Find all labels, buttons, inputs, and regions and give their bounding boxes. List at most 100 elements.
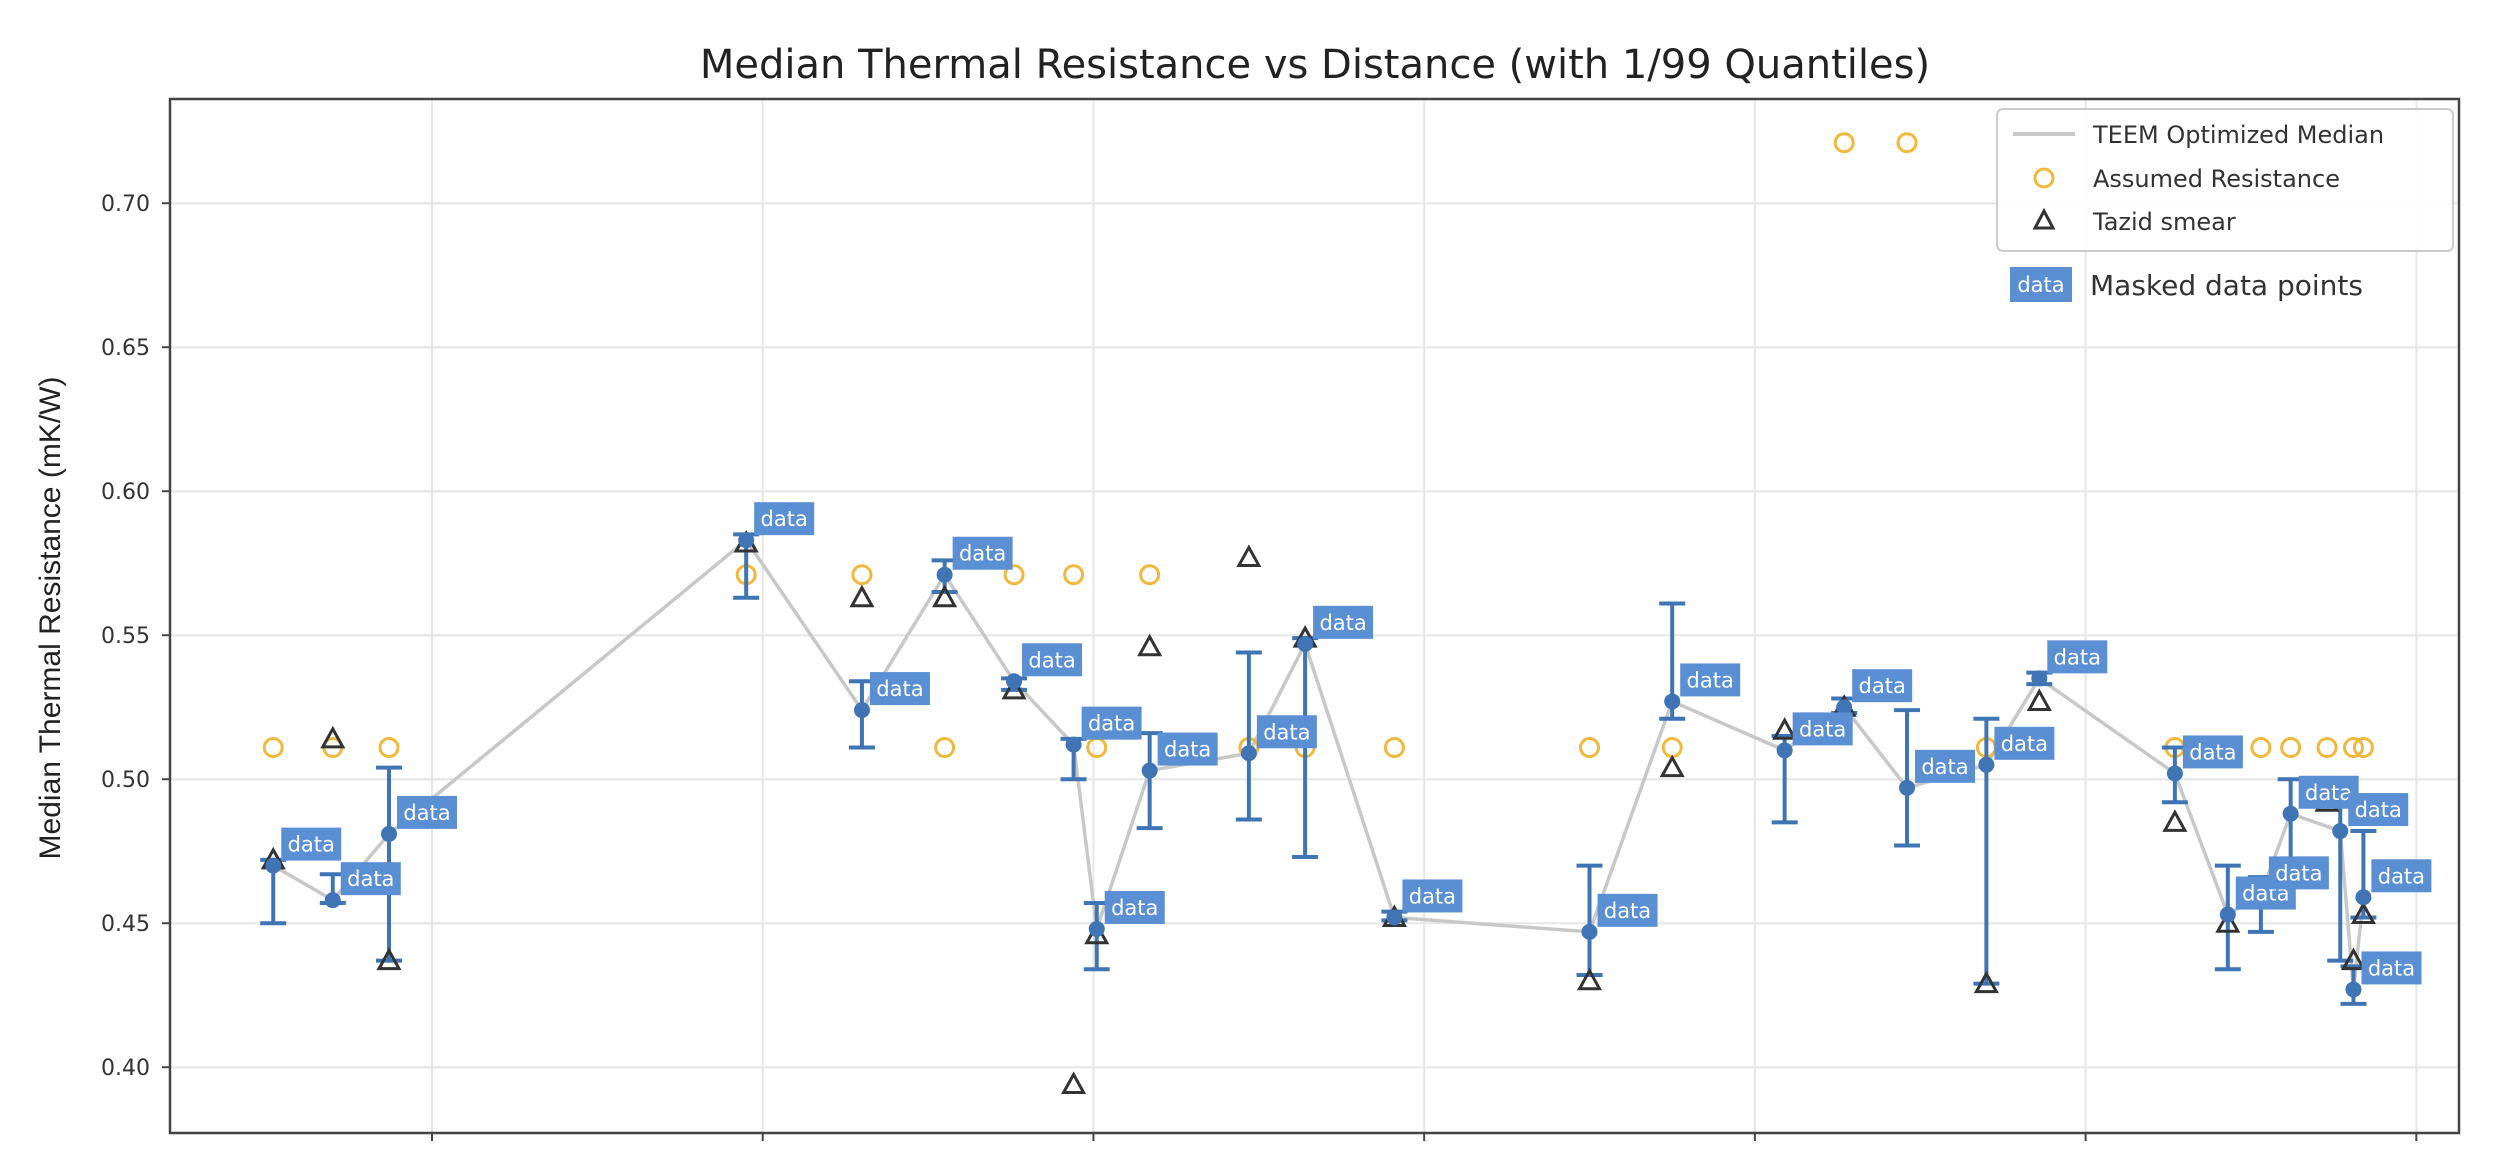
masked-data-label: data xyxy=(1799,717,1846,741)
masked-data-label: data xyxy=(1263,720,1310,744)
median-point xyxy=(2282,805,2299,822)
assumed-resistance-point xyxy=(1086,737,1108,759)
tazid-smear-point xyxy=(932,584,958,608)
assumed-resistance-point xyxy=(2342,737,2364,759)
tazid-smear-point xyxy=(2026,688,2052,711)
masked-data-box xyxy=(397,795,458,829)
plot-area: datadatadatadatadatadatadatadatadatadata… xyxy=(260,132,2432,1094)
masked-data-label: data xyxy=(1164,738,1211,762)
y-tick-label: 0.60 xyxy=(101,480,150,505)
median-point xyxy=(2332,823,2349,840)
assumed-resistance-point xyxy=(1579,737,1601,759)
median-point xyxy=(1836,699,1853,716)
median-point xyxy=(1664,693,1681,710)
median-point xyxy=(936,566,953,583)
tazid-smear-point xyxy=(2350,901,2376,925)
chart-title: Median Thermal Resistance vs Distance (w… xyxy=(700,42,1930,88)
masked-data-label: data xyxy=(959,542,1006,566)
assumed-resistance-point xyxy=(262,737,284,759)
masked-data-label: data xyxy=(1859,674,1906,698)
median-point xyxy=(265,857,282,874)
y-axis-label: Median Thermal Resistance (mK/W) xyxy=(34,377,67,860)
median-point xyxy=(1899,779,1916,796)
masked-data-label: data xyxy=(1409,884,1456,908)
masked-data-label: data xyxy=(2378,864,2425,888)
assumed-resistance-point xyxy=(2352,737,2374,759)
tazid-smear-point xyxy=(1001,676,1027,700)
masked-data-label: data xyxy=(2368,956,2415,980)
legend-circle-icon xyxy=(2033,167,2055,189)
masked-data-box xyxy=(1022,643,1083,677)
masked-data-label: data xyxy=(1604,899,1651,923)
y-tick-label: 0.65 xyxy=(101,336,150,361)
mask-legend-label: Masked data points xyxy=(2090,269,2363,302)
masked-data-label: data xyxy=(347,867,394,891)
assumed-resistance-point xyxy=(851,564,873,586)
tazid-smear-point xyxy=(320,725,346,749)
legend-tazid: Tazid smear xyxy=(2092,208,2236,236)
median-point xyxy=(1776,742,1793,759)
legend-triangle-icon xyxy=(2032,207,2056,230)
masked-data-label: data xyxy=(761,507,808,531)
masked-data-box xyxy=(1402,879,1463,913)
median-point xyxy=(738,532,755,549)
masked-data-box xyxy=(340,862,401,896)
mask-legend-swatch-text: data xyxy=(2017,273,2064,297)
masked-data-label: data xyxy=(2305,781,2352,805)
masked-data-box xyxy=(869,672,930,706)
median-point xyxy=(1581,923,1598,940)
median-point xyxy=(2219,906,2236,923)
tazid-smear-point xyxy=(376,947,402,971)
median-point xyxy=(1297,635,1314,652)
y-tick-label: 0.55 xyxy=(101,624,150,649)
median-point xyxy=(2166,765,2183,782)
median-point xyxy=(1240,745,1257,762)
masked-data-box xyxy=(2361,951,2422,985)
median-point xyxy=(1141,762,1158,779)
masked-data-box xyxy=(1680,663,1741,697)
legend-assumed: Assumed Resistance xyxy=(2093,165,2340,193)
tazid-smear-point xyxy=(849,584,875,608)
median-point xyxy=(1088,920,1105,937)
y-tick-label: 0.50 xyxy=(101,768,150,793)
masked-data-box xyxy=(1852,669,1913,703)
y-tick-label: 0.70 xyxy=(101,192,150,217)
masked-data-box xyxy=(2047,640,2108,674)
assumed-resistance-point xyxy=(378,737,400,759)
masked-data-label: data xyxy=(1687,668,1734,692)
masked-data-label: data xyxy=(2054,645,2101,669)
masked-data-label: data xyxy=(1319,611,1366,635)
masked-data-label: data xyxy=(2189,740,2236,764)
median-point xyxy=(1386,909,1403,926)
masked-data-box xyxy=(1256,715,1317,749)
assumed-resistance-point xyxy=(934,737,956,759)
masked-data-label: data xyxy=(2355,798,2402,822)
assumed-resistance-point xyxy=(1833,132,1855,154)
tazid-smear-point xyxy=(1659,754,1685,778)
median-point xyxy=(2031,670,2048,687)
masked-data-box xyxy=(1994,726,2055,760)
median-point xyxy=(1978,756,1995,773)
tazid-smear-point xyxy=(1061,1071,1087,1094)
masked-data-box xyxy=(281,827,342,861)
masked-data-box xyxy=(1157,732,1218,766)
masked-data-label: data xyxy=(1921,755,1968,779)
tazid-smear-point xyxy=(1137,633,1163,657)
tazid-smear-point xyxy=(1576,967,1603,991)
plot-frame xyxy=(168,97,2461,1135)
masked-data-label: data xyxy=(876,677,923,701)
median-point xyxy=(2355,889,2372,906)
masked-data-box xyxy=(1915,749,1976,783)
legend-box xyxy=(1996,108,2454,252)
tazid-smear-point xyxy=(2215,910,2241,933)
assumed-resistance-point xyxy=(2316,737,2338,759)
masked-data-label: data xyxy=(2275,861,2322,885)
assumed-resistance-point xyxy=(1139,564,1161,586)
masked-data-box xyxy=(1597,893,1658,927)
y-axis-ticks: 0.40 0.45 0.50 0.55 0.60 0.65 0.70 xyxy=(101,192,170,1081)
masked-data-label: data xyxy=(288,833,335,857)
masked-data-label: data xyxy=(2001,732,2048,756)
masked-data-box xyxy=(2348,793,2409,827)
masked-data-box xyxy=(2371,859,2432,893)
assumed-resistance-point xyxy=(2280,737,2302,759)
